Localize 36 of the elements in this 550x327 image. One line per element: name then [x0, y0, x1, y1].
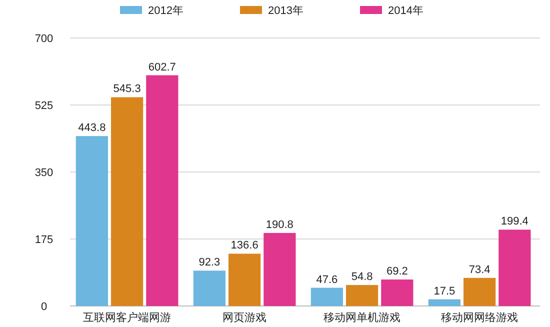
data-label: 443.8	[78, 122, 106, 134]
data-label: 47.6	[316, 274, 338, 286]
bar	[264, 232, 296, 306]
bar	[310, 288, 343, 306]
data-label: 17.5	[434, 285, 456, 298]
bar	[381, 280, 414, 306]
y-tick-label: 525	[34, 100, 54, 112]
data-label: 69.2	[386, 266, 408, 278]
data-label: 54.8	[351, 271, 373, 284]
y-tick-label: 0	[40, 301, 48, 313]
bar	[146, 75, 178, 306]
data-label: 190.8	[266, 218, 294, 231]
data-label: 545.3	[113, 83, 141, 96]
data-label: 73.4	[468, 264, 490, 276]
legend-label: 2013年	[268, 5, 304, 17]
y-tick-label: 350	[34, 167, 54, 179]
y-tick-label: 175	[34, 234, 54, 246]
bar	[193, 270, 226, 306]
bar	[228, 254, 261, 306]
x-tick-label: 移动网单机游戏	[324, 311, 401, 324]
data-label: 136.6	[230, 240, 258, 252]
bar	[346, 285, 378, 306]
legend-label: 2014年	[388, 5, 424, 17]
x-tick-label: 互联网客户端网游	[83, 311, 172, 324]
x-tick-label: 移动网网络游戏	[441, 311, 518, 324]
bar	[498, 230, 531, 306]
y-tick-label: 700	[34, 33, 54, 45]
bar	[463, 278, 496, 306]
x-tick-label: 网页游戏	[222, 311, 267, 324]
data-label: 602.7	[148, 61, 176, 74]
bar	[110, 97, 144, 306]
bar	[428, 299, 460, 306]
bar	[76, 136, 108, 306]
data-label: 199.4	[500, 216, 528, 228]
legend-label: 2012年	[148, 5, 184, 17]
data-label: 92.3	[198, 256, 220, 269]
